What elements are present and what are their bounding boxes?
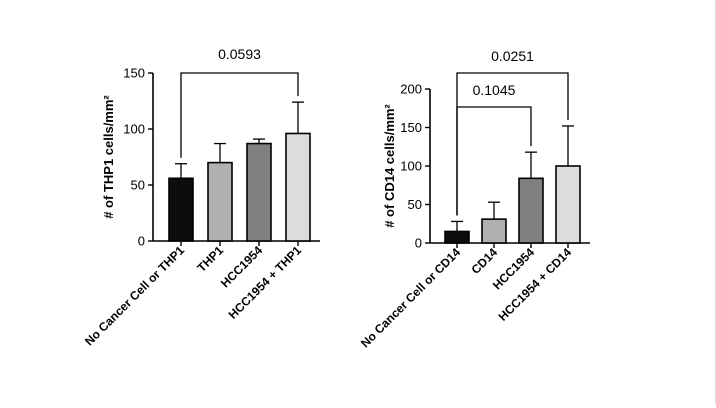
y-axis-title-1: # of THP1 cells/mm² (101, 95, 116, 219)
bar (285, 132, 311, 242)
category-label: THP1 (195, 243, 227, 275)
y-tick-label: 0 (138, 234, 145, 249)
y-tick-label: 150 (400, 120, 422, 135)
bar (481, 218, 507, 244)
category-label: HCC1954 + THP1 (226, 243, 305, 322)
bar (246, 142, 272, 242)
bar (518, 177, 544, 244)
y-tick-label: 150 (123, 66, 145, 81)
y-tick-label: 50 (408, 197, 422, 212)
significance-bracket (456, 72, 569, 216)
category-label: CD14 (469, 245, 501, 277)
y-tick-label: 100 (123, 122, 145, 137)
bar (444, 230, 470, 244)
y-tick-label: 50 (131, 178, 145, 193)
y-tick-label: 100 (400, 159, 422, 174)
y-axis-title-2: # of CD14 cells/mm² (382, 104, 397, 228)
significance-label: 0.0593 (218, 46, 261, 62)
y-tick-label: 200 (400, 82, 422, 97)
significance-label: 0.0251 (491, 48, 534, 64)
bar (555, 165, 581, 244)
significance-bracket (180, 72, 299, 158)
category-label: No Cancer Cell or THP1 (82, 243, 187, 348)
significance-label: 0.1045 (473, 82, 516, 98)
bar (168, 177, 194, 242)
y-tick-label: 0 (415, 236, 422, 251)
category-label: No Cancer Cell or CD14 (358, 245, 463, 350)
bar (207, 161, 233, 242)
